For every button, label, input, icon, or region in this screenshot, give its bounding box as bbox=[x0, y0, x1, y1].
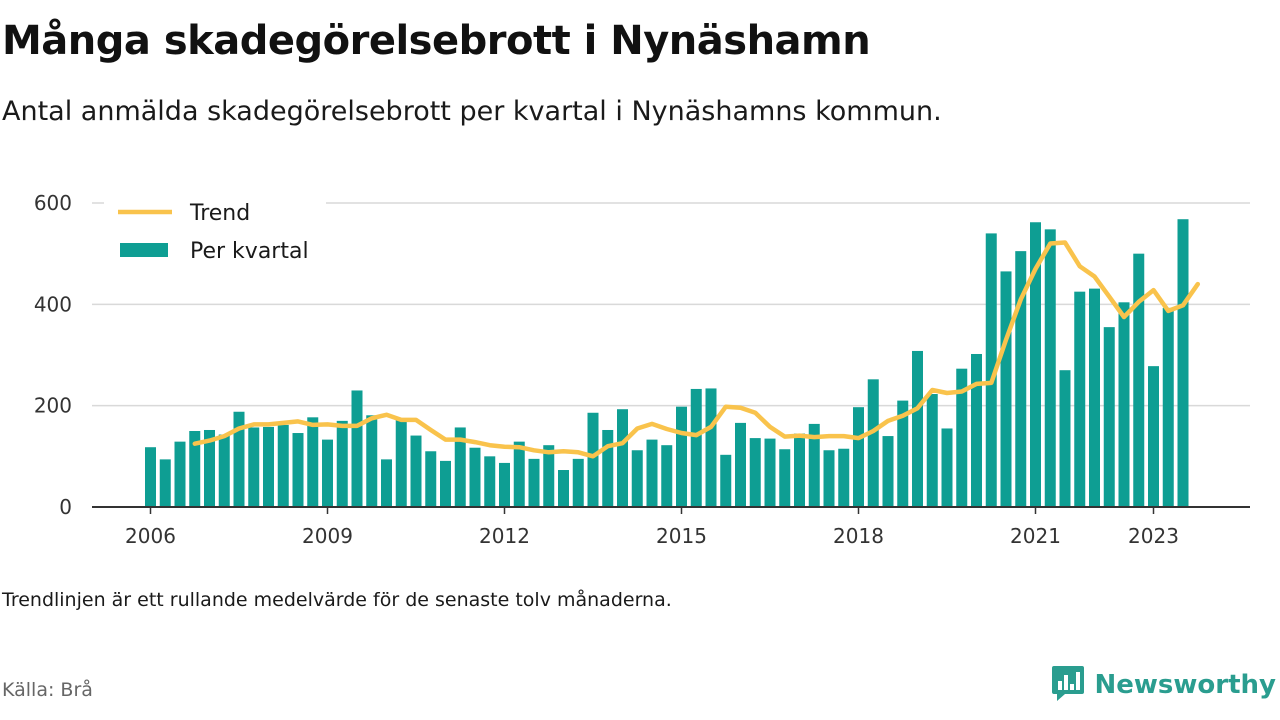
bar bbox=[749, 438, 761, 507]
bar bbox=[1133, 253, 1145, 507]
legend: Trend Per kvartal bbox=[104, 196, 326, 268]
bar bbox=[1177, 219, 1189, 508]
chart-title: Många skadegörelsebrott i Nynäshamn bbox=[2, 18, 871, 64]
newsworthy-logo-icon bbox=[1051, 664, 1085, 706]
x-tick-label: 2023 bbox=[1128, 524, 1179, 548]
bar bbox=[646, 439, 658, 507]
axes: 0 200 400 600 2006 2009 2012 2015 2018 2021 2023 bbox=[34, 191, 1250, 548]
y-tick-label: 200 bbox=[34, 394, 72, 418]
bar bbox=[1074, 291, 1086, 507]
bar bbox=[174, 441, 186, 507]
bar-line-chart: 0 200 400 600 2006 2009 2012 2015 2018 2021 2023 T… bbox=[34, 191, 1250, 548]
bar bbox=[499, 462, 510, 507]
bar bbox=[469, 447, 481, 507]
bar bbox=[145, 447, 156, 507]
bar bbox=[336, 420, 348, 507]
bar bbox=[1015, 251, 1027, 507]
bar bbox=[277, 424, 289, 507]
bar bbox=[587, 412, 599, 507]
legend-label-bars: Per kvartal bbox=[190, 239, 309, 264]
bar bbox=[1000, 271, 1012, 507]
legend-label-trend: Trend bbox=[189, 201, 250, 226]
legend-bar-swatch bbox=[120, 243, 168, 257]
bar bbox=[233, 411, 245, 507]
bar bbox=[381, 459, 392, 507]
x-tick-label: 2009 bbox=[302, 524, 353, 548]
bar bbox=[543, 445, 555, 507]
source-label: Källa: Brå bbox=[2, 679, 93, 701]
bar bbox=[572, 458, 584, 507]
bar bbox=[617, 409, 628, 507]
bar bbox=[853, 407, 864, 507]
bar bbox=[897, 400, 909, 507]
bar bbox=[248, 427, 260, 507]
bar bbox=[1044, 229, 1056, 507]
bar bbox=[307, 417, 319, 507]
bar bbox=[322, 439, 333, 507]
bar bbox=[1089, 288, 1100, 507]
bar bbox=[1030, 222, 1041, 507]
bar bbox=[366, 415, 378, 507]
bar bbox=[631, 450, 643, 507]
bar bbox=[351, 390, 363, 507]
bar bbox=[558, 470, 569, 507]
bar bbox=[292, 433, 304, 507]
x-tick-label: 2012 bbox=[479, 524, 530, 548]
trend-series bbox=[192, 240, 1201, 459]
bar bbox=[676, 406, 687, 507]
bar bbox=[528, 458, 540, 507]
x-tick-label: 2021 bbox=[1010, 524, 1061, 548]
bar bbox=[941, 428, 953, 507]
bar bbox=[867, 379, 879, 507]
bar bbox=[705, 388, 717, 507]
bar bbox=[410, 435, 422, 507]
bar bbox=[1059, 370, 1071, 507]
bar bbox=[971, 353, 982, 507]
bar bbox=[204, 429, 215, 507]
bar bbox=[926, 394, 938, 507]
bar bbox=[882, 436, 894, 507]
bar bbox=[395, 419, 407, 507]
bar bbox=[838, 448, 850, 507]
x-tick-label: 2018 bbox=[833, 524, 884, 548]
y-tick-label: 600 bbox=[34, 191, 72, 215]
bar bbox=[425, 451, 437, 507]
bar bbox=[735, 422, 746, 507]
bar bbox=[912, 350, 923, 507]
bar bbox=[189, 431, 201, 507]
brand-name: Newsworthy bbox=[1094, 670, 1276, 700]
bar bbox=[602, 429, 614, 507]
bar bbox=[794, 433, 805, 507]
bar bbox=[1148, 366, 1159, 507]
y-tick-label: 400 bbox=[34, 292, 72, 316]
bar bbox=[454, 427, 466, 507]
bar bbox=[440, 460, 451, 507]
bar bbox=[1118, 302, 1130, 507]
y-tick-label: 0 bbox=[59, 495, 72, 519]
bar bbox=[779, 449, 791, 507]
x-tick-label: 2015 bbox=[656, 524, 707, 548]
x-tick-label: 2006 bbox=[125, 524, 176, 548]
bar bbox=[720, 454, 732, 507]
bar bbox=[1103, 327, 1115, 507]
bar bbox=[159, 459, 171, 507]
bar bbox=[484, 456, 496, 507]
bar bbox=[218, 434, 230, 507]
bar bbox=[808, 423, 820, 507]
trend-line bbox=[192, 240, 1201, 459]
bar bbox=[690, 388, 702, 507]
bar bbox=[263, 426, 274, 507]
bar bbox=[513, 441, 525, 507]
bar bbox=[985, 233, 997, 507]
bar bbox=[1162, 307, 1174, 507]
footnote: Trendlinjen är ett rullande medelvärde f… bbox=[2, 589, 672, 611]
bar bbox=[823, 450, 835, 507]
chart-subtitle: Antal anmälda skadegörelsebrott per kvar… bbox=[2, 96, 942, 127]
bar-series bbox=[145, 219, 1189, 508]
brand-logo: Newsworthy bbox=[1051, 664, 1276, 706]
bar bbox=[661, 445, 673, 507]
bar bbox=[764, 438, 776, 507]
bar bbox=[956, 368, 968, 507]
